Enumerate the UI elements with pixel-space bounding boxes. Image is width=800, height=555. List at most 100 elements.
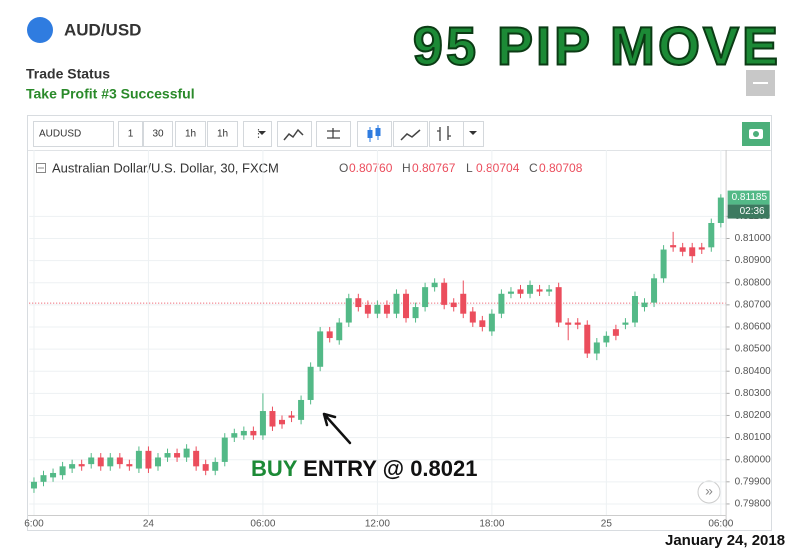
candle-body <box>326 331 333 339</box>
more-button[interactable] <box>243 121 272 147</box>
indicators-icon <box>283 128 304 141</box>
candle-body <box>193 450 200 467</box>
candle-body <box>126 464 133 467</box>
entry-highlight: BUY <box>251 456 298 481</box>
candle-body <box>698 247 705 250</box>
candle-body <box>221 437 228 462</box>
interval-button[interactable] <box>118 121 143 147</box>
candle-body <box>240 430 247 436</box>
interval-button[interactable] <box>175 121 206 147</box>
interval-label: 1 <box>128 129 134 140</box>
candle-body <box>565 322 572 325</box>
candle-body <box>298 399 305 420</box>
candle-body <box>145 450 152 469</box>
candle-body <box>641 302 648 308</box>
candle-body <box>69 464 76 469</box>
candle-body <box>536 289 543 292</box>
candle-body <box>527 284 534 294</box>
candle-body <box>546 289 553 292</box>
compare-icon <box>327 128 340 139</box>
candle-body <box>498 293 505 314</box>
candle-body <box>107 457 114 467</box>
x-tick-label: 06:00 <box>250 519 275 530</box>
ohlc-label: O <box>339 161 348 175</box>
candle-body <box>450 302 457 308</box>
symbol-dot <box>27 17 53 43</box>
collapse-legend[interactable] <box>36 163 46 173</box>
candle-body <box>78 464 85 467</box>
candle-body <box>593 342 600 354</box>
candle-body <box>212 461 219 471</box>
headline: 95 PIP MOVE <box>413 16 781 76</box>
ohlc-label: H <box>402 161 411 175</box>
candle-body <box>660 249 667 279</box>
ohlc-value: 0.80708 <box>539 161 583 175</box>
area-button[interactable] <box>393 121 428 147</box>
status: Take Profit #3 Successful <box>26 86 195 102</box>
candle-body <box>364 304 371 314</box>
candle-body <box>460 293 467 314</box>
candle-body <box>612 329 619 336</box>
candle-body <box>431 282 438 288</box>
candle-body <box>441 282 448 305</box>
candle-body <box>479 320 486 327</box>
ohlc-value: 0.80767 <box>412 161 456 175</box>
compare-button[interactable] <box>316 121 351 147</box>
y-tick-label: 0.80000 <box>735 454 772 465</box>
x-tick-label: 06:00 <box>708 519 733 530</box>
candle-body <box>469 311 476 323</box>
chart-frame <box>27 115 772 531</box>
candle-body <box>393 293 400 314</box>
candle-body <box>374 304 381 314</box>
candle-body <box>88 457 95 465</box>
candle-body <box>488 313 495 332</box>
candle-body <box>336 322 343 341</box>
legend-title: Australian Dollar/U.S. Dollar, 30, FXCM <box>52 160 279 175</box>
candle-body <box>279 419 286 425</box>
candle-body <box>288 415 295 418</box>
countdown-box <box>727 204 770 219</box>
candle-body <box>317 331 324 367</box>
more-icon: ⋮ <box>253 128 264 140</box>
y-tick-label: 0.81000 <box>735 233 772 244</box>
candles-button[interactable] <box>357 121 392 147</box>
scroll-right[interactable] <box>697 480 721 504</box>
candle-body <box>355 298 362 308</box>
y-tick-label: 0.80600 <box>735 322 772 333</box>
candle-body <box>651 278 658 303</box>
interval-button[interactable] <box>207 121 238 147</box>
candle-body <box>412 307 419 319</box>
candle-body <box>555 287 562 323</box>
candle-body <box>584 324 591 354</box>
candle-body <box>603 335 610 343</box>
dropdown-icon <box>469 131 477 135</box>
candle-body <box>574 322 581 325</box>
candle-body <box>135 450 142 469</box>
ohlc-value: 0.80704 <box>476 161 520 175</box>
symbol-input[interactable] <box>33 121 114 147</box>
candle-body <box>97 457 104 467</box>
candle-body <box>164 453 171 458</box>
y-tick-label: 0.80700 <box>735 299 772 310</box>
last-price-box <box>727 190 770 205</box>
interval-button[interactable] <box>143 121 173 147</box>
symbol: AUD/USD <box>64 20 141 39</box>
y-tick-label: 0.80900 <box>735 255 772 266</box>
ohlc-value: 0.80760 <box>349 161 393 175</box>
candle-body <box>250 430 257 436</box>
interval-label: 30 <box>152 129 164 140</box>
candle-body <box>183 448 190 458</box>
scroll-right-icon: » <box>705 483 713 499</box>
ohlc-label: L <box>466 161 473 175</box>
candle-body <box>345 298 352 323</box>
x-tick-label: 25 <box>601 519 613 530</box>
bars-button[interactable] <box>429 121 464 147</box>
interval-label: 1h <box>185 129 196 140</box>
candle-body <box>231 433 238 438</box>
y-tick-label: 0.80400 <box>735 366 772 377</box>
date: January 24, 2018 <box>665 532 785 549</box>
x-tick-label: 6:00 <box>24 519 44 530</box>
y-tick-label: 0.80100 <box>735 432 772 443</box>
y-tick-label: 0.80800 <box>735 277 772 288</box>
